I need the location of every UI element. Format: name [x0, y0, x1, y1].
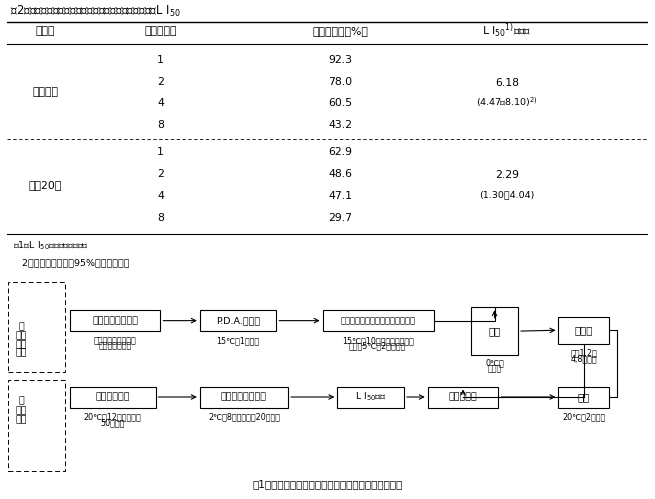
Text: バーミキュライトとフスマで培養: バーミキュライトとフスマで培養 [341, 316, 416, 325]
Text: (4.47〜8.10)$^{2)}$: (4.47〜8.10)$^{2)}$ [476, 95, 538, 109]
Text: ハードニング処理: ハードニング処理 [221, 393, 267, 402]
Text: 62.9: 62.9 [328, 147, 352, 157]
Bar [428, 387, 498, 408]
Text: 植: 植 [18, 396, 24, 405]
Text: 接種後日数: 接種後日数 [144, 26, 177, 36]
Text: 1: 1 [157, 55, 164, 65]
Text: ソーニア: ソーニア [32, 87, 58, 97]
Text: 92.3: 92.3 [328, 55, 352, 65]
Bar [558, 387, 610, 408]
Text: 2: 2 [157, 76, 164, 87]
Text: 東北20号: 東北20号 [28, 180, 62, 190]
Bar [200, 310, 276, 331]
Bar [70, 310, 160, 331]
Text: 長期保存可能。: 長期保存可能。 [99, 342, 132, 351]
Text: 8: 8 [157, 213, 164, 223]
Text: さらに5℃で2週間培養: さらに5℃で2週間培養 [349, 342, 406, 351]
Text: 圃場より菌核採集: 圃場より菌核採集 [92, 316, 138, 325]
Text: 2.29: 2.29 [495, 171, 519, 181]
Bar [322, 310, 434, 331]
Text: 表2．雪を用いない低温での菌核病菌接種後の生存率とL I$_{50}$: 表2．雪を用いない低温での菌核病菌接種後の生存率とL I$_{50}$ [10, 4, 181, 19]
Text: 2）（）内の数値は95%の信頼限界。: 2）（）内の数値は95%の信頼限界。 [13, 258, 130, 267]
Bar [8, 281, 65, 372]
Text: 再生: 再生 [578, 392, 590, 402]
Bar [8, 380, 65, 471]
Bar [200, 387, 288, 408]
Text: 2℃・8時間日長、20日間。: 2℃・8時間日長、20日間。 [208, 412, 280, 421]
Text: 6.18: 6.18 [495, 78, 519, 88]
Text: 29.7: 29.7 [328, 213, 352, 223]
Text: 源培: 源培 [15, 340, 27, 349]
Text: 15℃・10日間培養後攪拌、: 15℃・10日間培養後攪拌、 [342, 336, 413, 345]
Text: 60.5: 60.5 [328, 98, 352, 108]
Text: L I$_{50}$算出: L I$_{50}$算出 [355, 391, 386, 403]
Text: 接種: 接種 [489, 326, 500, 336]
Bar [471, 307, 518, 355]
Text: 接種1,2、: 接種1,2、 [571, 348, 597, 357]
Text: 20℃・12時間日長、: 20℃・12時間日長、 [83, 412, 141, 421]
Bar [558, 317, 610, 343]
Text: 接: 接 [18, 323, 24, 332]
Text: 育苗箱で育成: 育苗箱で育成 [96, 393, 130, 402]
Text: 個体生存率（%）: 個体生存率（%） [312, 26, 368, 36]
Text: 50日間。: 50日間。 [100, 418, 124, 427]
Text: 4: 4 [157, 191, 164, 201]
Text: L I$_{50}$$^{1)}$（日）: L I$_{50}$$^{1)}$（日） [483, 22, 532, 40]
Text: 養: 養 [15, 349, 27, 358]
Text: 4,8日後。: 4,8日後。 [571, 354, 597, 363]
Text: 2: 2 [157, 169, 164, 179]
Text: 1: 1 [157, 147, 164, 157]
Text: P.D.A.で培養: P.D.A.で培養 [216, 316, 260, 325]
Text: 8: 8 [157, 120, 164, 130]
Text: 0℃、: 0℃、 [485, 359, 504, 368]
Bar [337, 387, 404, 408]
Text: の成: の成 [15, 416, 27, 425]
Text: 15℃・1週間。: 15℃・1週間。 [217, 336, 259, 345]
Text: 43.2: 43.2 [328, 120, 352, 130]
Text: 48.6: 48.6 [328, 169, 352, 179]
Text: 取出し: 取出し [574, 325, 593, 335]
Text: 春期。低温・乾燥で: 春期。低温・乾燥で [94, 336, 137, 345]
Text: 47.1: 47.1 [328, 191, 352, 201]
Text: 生存率調査: 生存率調査 [449, 393, 477, 402]
Text: 種の: 種の [15, 331, 27, 340]
Text: 4: 4 [157, 98, 164, 108]
Bar [70, 387, 156, 408]
Text: 20℃、2週間。: 20℃、2週間。 [562, 412, 606, 421]
Text: (1.30〜4.04): (1.30〜4.04) [479, 190, 535, 199]
Text: 暗黒。: 暗黒。 [487, 365, 502, 374]
Text: 注1）L I$_{50}$：半数致死日数。: 注1）L I$_{50}$：半数致死日数。 [13, 240, 89, 252]
Text: 78.0: 78.0 [328, 76, 352, 87]
Text: 物育: 物育 [15, 406, 27, 415]
Text: 図1．雪を用いないシロクローバ菌核病抵抗性検定法: 図1．雪を用いないシロクローバ菌核病抵抗性検定法 [252, 479, 403, 489]
Text: 品種名: 品種名 [35, 26, 55, 36]
